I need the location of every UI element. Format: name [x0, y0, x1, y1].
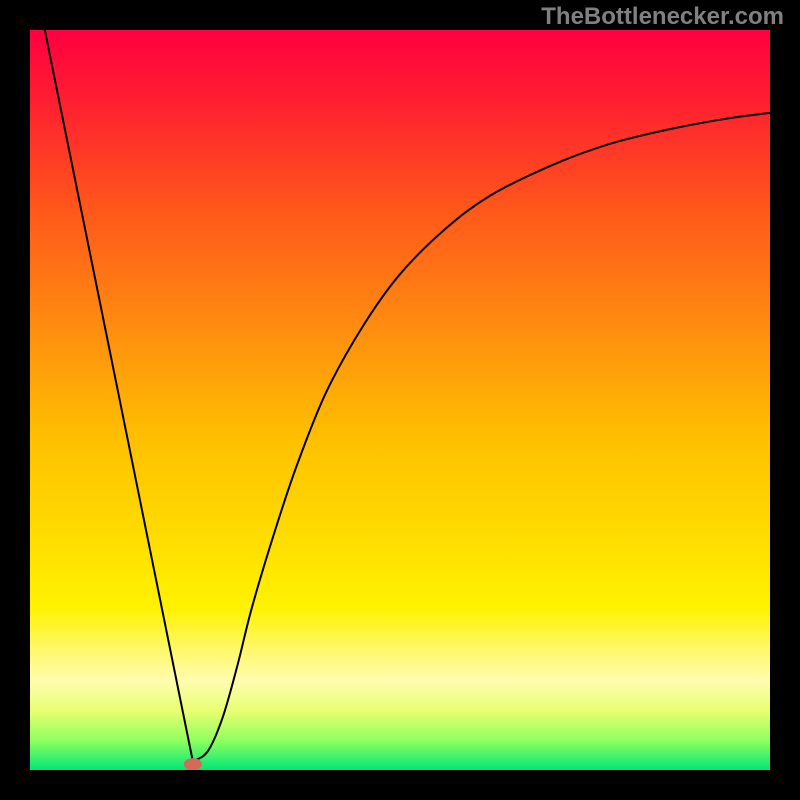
plot-area — [30, 30, 770, 770]
chart-container: TheBottlenecker.com — [0, 0, 800, 800]
watermark-label: TheBottlenecker.com — [541, 3, 784, 31]
chart-svg — [0, 0, 800, 800]
optimal-point-marker — [184, 758, 202, 770]
